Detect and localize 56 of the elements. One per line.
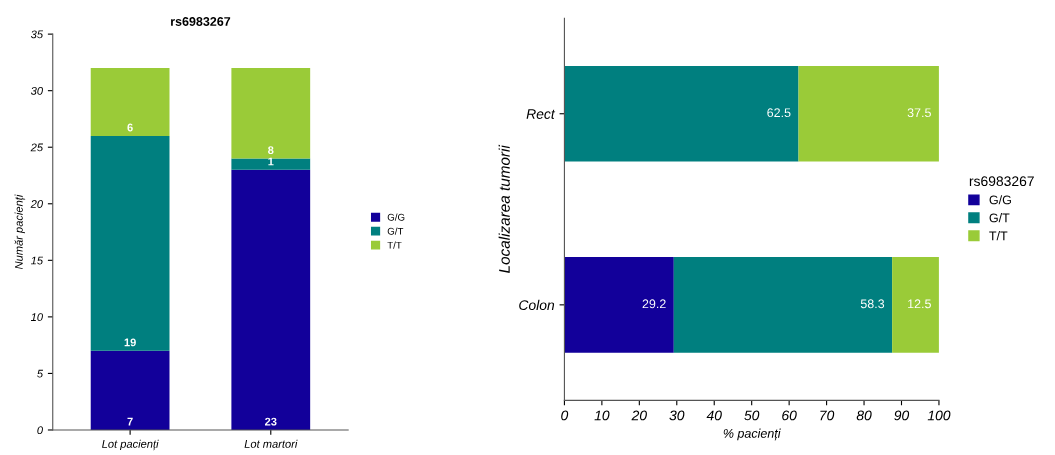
x-tick-label: 20: [631, 410, 647, 421]
bar: [231, 169, 311, 430]
bar: [90, 135, 170, 351]
y-tick-label: Rect: [526, 109, 556, 119]
y-axis-title: Localizarea tumorii: [498, 144, 510, 273]
x-axis-title: % pacienți: [723, 428, 781, 441]
y-tick-label: 10: [30, 313, 43, 322]
chart-title: rs6983267: [171, 17, 231, 26]
x-tick-label: 70: [820, 410, 835, 421]
y-axis-title: Număr pacienți: [14, 194, 26, 270]
bar: [90, 68, 170, 136]
x-tick-label: 100: [927, 410, 951, 421]
data-label: 8: [268, 146, 274, 155]
y-tick-label: Colon: [519, 299, 555, 311]
legend-label: T/T: [387, 241, 402, 249]
y-tick-label: 15: [30, 256, 44, 265]
bar: [673, 257, 893, 353]
y-tick-label: 25: [30, 143, 44, 152]
legend-title: rs6983267: [969, 176, 1034, 187]
data-label: 6: [127, 123, 133, 132]
legend-label: T/T: [989, 231, 1008, 241]
legend-label: G/T: [387, 227, 404, 235]
data-label: 58.3: [860, 299, 885, 309]
bar: [564, 65, 799, 162]
bar: [892, 257, 939, 353]
bar: [798, 65, 939, 162]
data-label: 19: [124, 338, 136, 347]
data-label: 23: [264, 417, 277, 426]
legend-label: G/G: [387, 213, 405, 221]
data-label: 62.5: [767, 108, 791, 118]
data-label: 7: [127, 417, 133, 426]
y-tick-label: 35: [30, 30, 44, 39]
x-tick-label: Lot martori: [244, 439, 298, 448]
data-label: 29.2: [642, 299, 666, 309]
x-tick-label: 10: [594, 410, 610, 421]
y-tick-label: 5: [37, 369, 44, 378]
x-tick-label: 90: [894, 410, 910, 421]
bar: [231, 158, 311, 170]
y-tick-label: 30: [30, 86, 43, 95]
data-label: 12.5: [908, 299, 931, 309]
x-tick-label: 60: [782, 410, 797, 421]
data-label: 1: [268, 157, 274, 166]
legend-label: G/G: [989, 195, 1011, 205]
x-tick-label: 30: [669, 410, 685, 421]
legend-label: G/T: [989, 213, 1010, 223]
y-tick-label: 0: [37, 426, 43, 435]
x-tick-label: 50: [744, 410, 760, 421]
x-tick-label: 0: [561, 410, 569, 421]
y-tick-label: 20: [30, 200, 43, 208]
x-tick-label: 40: [706, 410, 722, 421]
data-label: 37.5: [907, 108, 931, 118]
x-tick-label: Lot pacienți: [102, 439, 159, 451]
bar: [90, 350, 170, 430]
x-tick-label: 80: [856, 410, 872, 421]
bar: [231, 68, 311, 159]
bar: [564, 257, 674, 353]
